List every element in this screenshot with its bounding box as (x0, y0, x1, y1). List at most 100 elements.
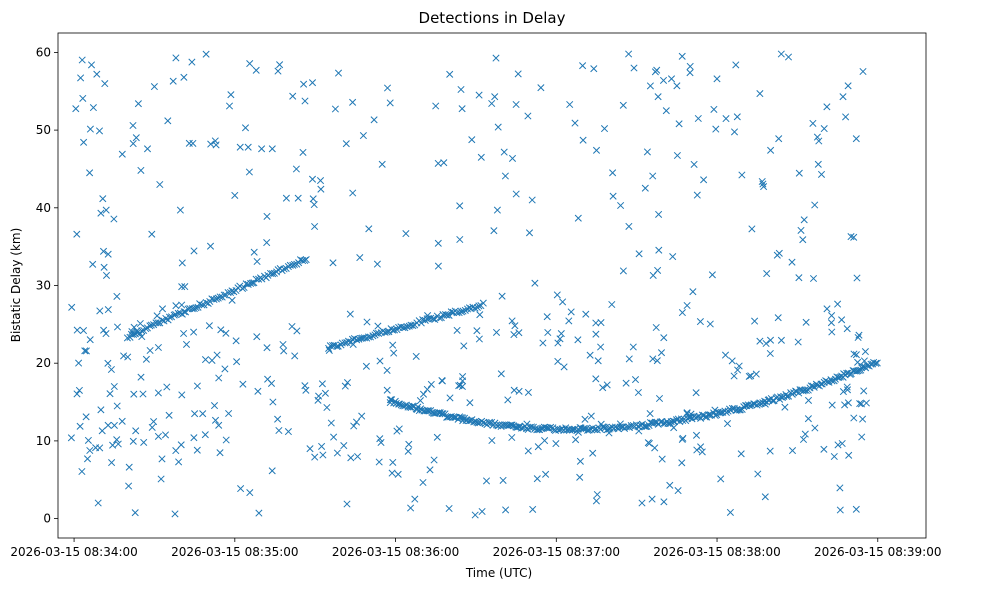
data-point (274, 415, 282, 423)
data-point (737, 450, 745, 458)
data-point (300, 80, 308, 88)
data-point (158, 305, 167, 313)
data-point (302, 256, 310, 264)
data-point (433, 433, 441, 441)
data-point (182, 340, 191, 348)
data-point (567, 308, 575, 316)
data-point (863, 362, 871, 370)
data-point (847, 233, 855, 241)
data-point (341, 382, 349, 390)
data-point (275, 426, 283, 435)
data-point (527, 423, 536, 431)
data-point (169, 77, 177, 85)
data-point (314, 396, 322, 404)
data-point (89, 104, 97, 112)
data-point (492, 54, 500, 62)
data-point (194, 303, 202, 311)
x-tick-label: 2026-03-15 08:34:00 (10, 545, 137, 559)
data-point (728, 357, 736, 365)
data-point (308, 79, 317, 87)
data-point (132, 427, 140, 435)
data-point (432, 102, 440, 110)
data-point (560, 363, 568, 371)
data-point (655, 394, 664, 403)
data-point (389, 341, 397, 349)
data-point (77, 74, 85, 82)
data-point (524, 388, 532, 396)
data-point (476, 311, 484, 319)
data-point (873, 359, 881, 367)
data-point (95, 127, 104, 135)
data-point (497, 370, 505, 378)
data-point (751, 317, 759, 325)
data-point (473, 327, 481, 335)
data-point (713, 75, 721, 83)
data-point (67, 434, 75, 442)
data-point (333, 449, 341, 457)
data-point (177, 441, 185, 449)
data-point (221, 365, 229, 373)
data-point (79, 327, 88, 335)
data-point (323, 403, 331, 412)
data-point (572, 436, 580, 444)
data-point (443, 311, 451, 319)
data-point (559, 298, 567, 306)
data-point (533, 475, 541, 483)
data-point (383, 328, 391, 336)
data-point (136, 319, 144, 328)
data-point (657, 349, 666, 357)
data-point (478, 507, 486, 516)
data-point (590, 426, 598, 434)
data-point (678, 52, 686, 60)
data-point (515, 387, 523, 395)
data-point (363, 318, 371, 326)
data-point (353, 336, 361, 344)
data-point (781, 403, 789, 411)
data-point (850, 233, 858, 241)
data-point (163, 383, 171, 391)
data-point (470, 418, 478, 426)
data-point (301, 382, 309, 390)
data-point (171, 510, 179, 518)
data-point (514, 70, 522, 78)
data-point (673, 151, 681, 160)
data-point (666, 481, 674, 489)
data-point (809, 119, 817, 127)
data-point (113, 436, 121, 444)
data-point (653, 357, 661, 365)
data-point (404, 403, 412, 411)
data-point (777, 50, 785, 58)
data-point (843, 325, 851, 333)
data-point (488, 99, 496, 108)
data-point (838, 439, 846, 448)
data-point (706, 320, 714, 328)
data-point (687, 410, 695, 418)
data-point (175, 458, 183, 466)
data-point (327, 419, 335, 427)
data-point (118, 150, 126, 158)
data-point (132, 134, 140, 142)
data-point (543, 313, 551, 321)
data-point (490, 227, 498, 235)
data-point (784, 392, 793, 400)
data-point (811, 424, 819, 432)
data-point (104, 250, 112, 258)
data-point (700, 176, 708, 184)
data-point (161, 431, 170, 439)
data-point (552, 440, 560, 448)
data-point (237, 485, 245, 493)
data-point (181, 283, 189, 291)
data-point (501, 172, 509, 180)
data-point (329, 259, 337, 267)
data-point (133, 327, 141, 335)
data-point (401, 324, 409, 332)
data-point (370, 116, 378, 124)
data-point (733, 113, 741, 121)
data-point (140, 438, 148, 446)
data-point (274, 67, 282, 75)
data-point (579, 136, 587, 144)
data-point (775, 135, 783, 143)
data-point (859, 67, 867, 76)
data-point (342, 140, 350, 148)
data-point (678, 459, 686, 467)
